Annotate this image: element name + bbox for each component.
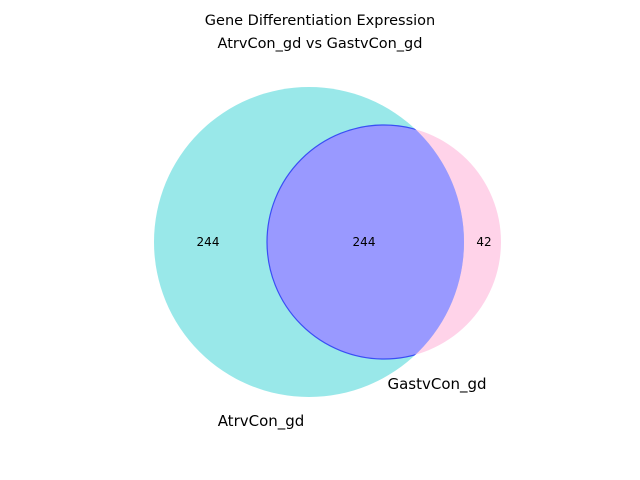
set-a-label: AtrvCon_gd: [218, 412, 305, 431]
figure-title-line-2: AtrvCon_gd vs GastvCon_gd: [217, 36, 423, 52]
only-a-count: 244: [197, 235, 220, 249]
intersection-region: [266, 124, 464, 360]
only-b-count: 42: [476, 235, 491, 249]
figure-title-line-1: Gene Differentiation Expression: [204, 13, 436, 29]
overlap-count: 244: [353, 235, 376, 249]
set-b-label: GastvCon_gd: [387, 375, 486, 394]
